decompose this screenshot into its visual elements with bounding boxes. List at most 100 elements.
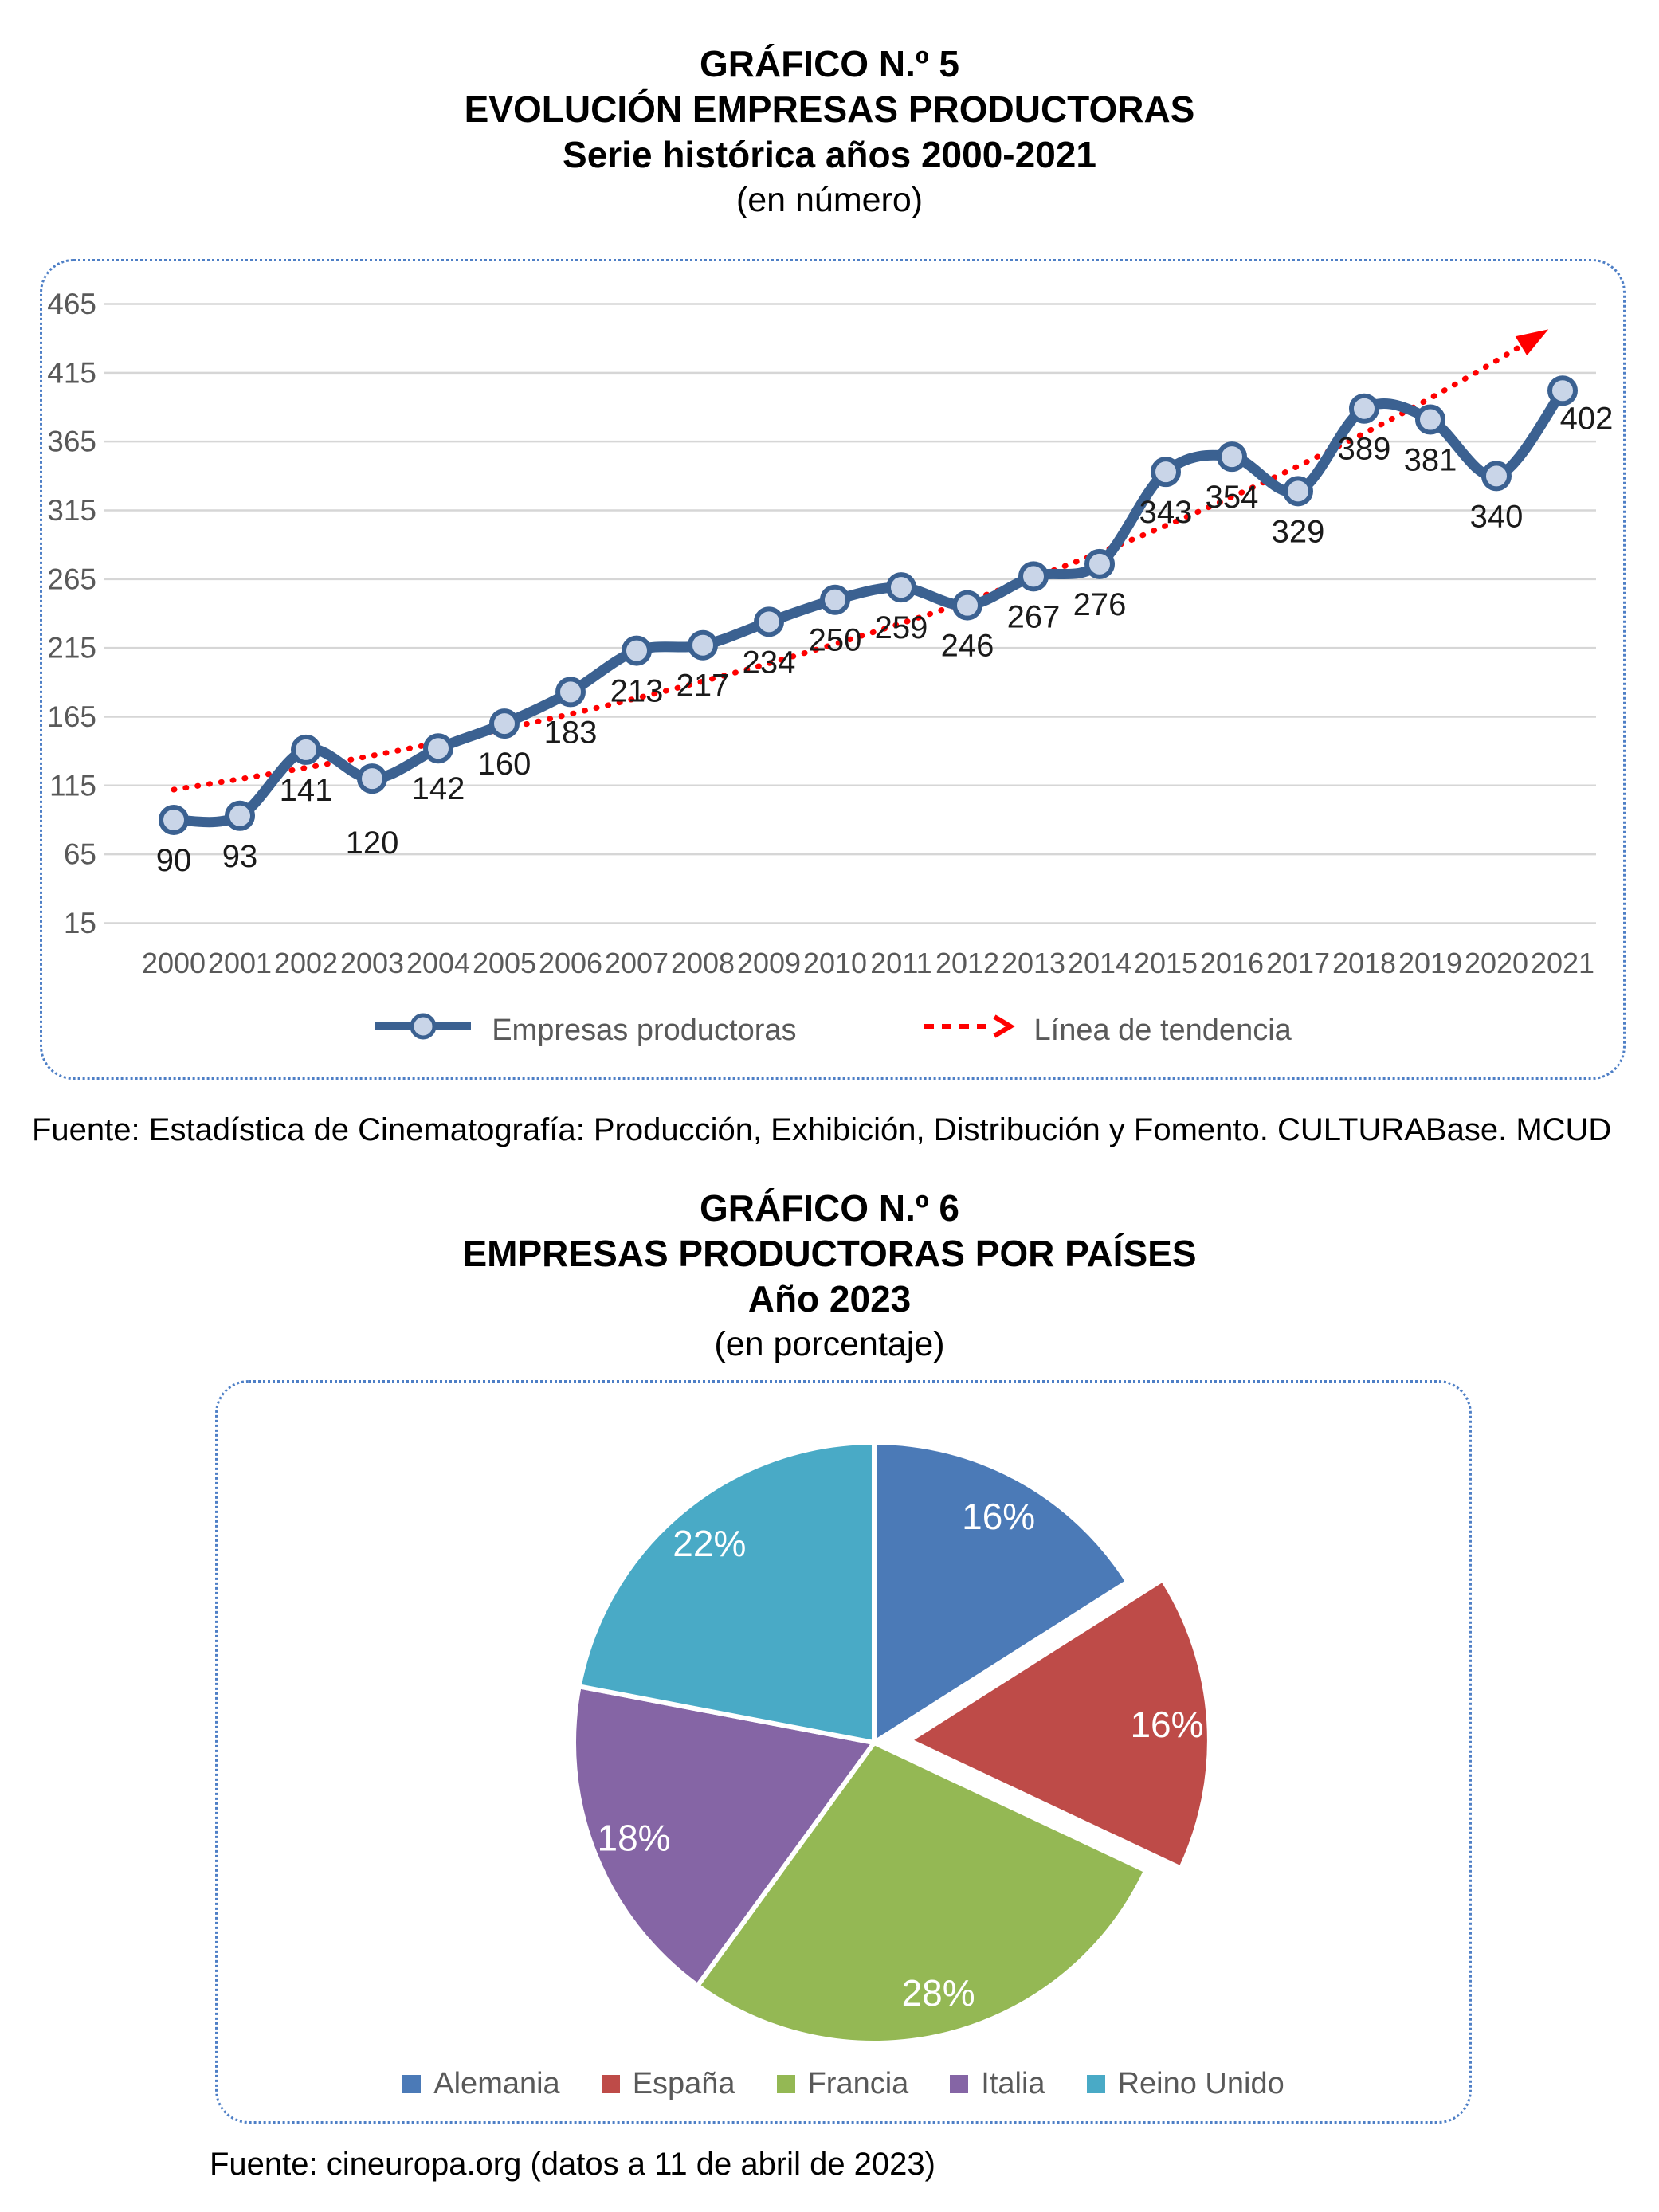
x-tick-label: 2007 xyxy=(605,947,669,979)
x-tick-label: 2016 xyxy=(1200,947,1264,979)
chart1-title-line2: EVOLUCIÓN EMPRESAS PRODUCTORAS xyxy=(464,88,1195,130)
trend-arrowhead xyxy=(1515,329,1549,356)
data-label-2021: 402 xyxy=(1560,401,1614,436)
data-label-2004: 142 xyxy=(412,771,465,806)
pie-legend-label: Italia xyxy=(981,2066,1045,2100)
chart1-title-subtitle: (en número) xyxy=(735,181,924,219)
x-tick-label: 2001 xyxy=(208,947,272,979)
legend-color-swatch xyxy=(950,2074,969,2093)
pie-legend-label: España xyxy=(632,2066,735,2100)
pie-legend-label: Alemania xyxy=(433,2066,560,2100)
trend-line-swatch xyxy=(923,1010,1015,1050)
pie-slice-label-Francia: 28% xyxy=(902,1972,975,2014)
x-tick-label: 2017 xyxy=(1266,947,1330,979)
chart2-source: Fuente: cineuropa.org (datos a 11 de abr… xyxy=(210,2147,935,2182)
x-tick-label: 2009 xyxy=(737,947,801,979)
data-point-marker-2021 xyxy=(1547,375,1578,406)
legend-color-swatch xyxy=(776,2074,795,2093)
x-tick-label: 2013 xyxy=(1002,947,1065,979)
x-tick-label: 2018 xyxy=(1332,947,1396,979)
chart1-title-line3: Serie histórica años 2000-2021 xyxy=(563,134,1096,175)
x-tick-label: 2011 xyxy=(870,947,931,979)
x-tick-label: 2003 xyxy=(340,947,404,979)
data-label-2014: 276 xyxy=(1073,587,1127,622)
data-point-marker-2015 xyxy=(1151,457,1181,488)
legend-color-swatch xyxy=(402,2074,422,2093)
y-tick-label: 165 xyxy=(47,700,96,733)
chart1-title-line1: GRÁFICO N.º 5 xyxy=(699,43,960,84)
y-tick-label: 65 xyxy=(64,838,96,871)
data-label-2013: 267 xyxy=(1007,599,1061,634)
pie-slice-Italia xyxy=(571,1684,877,1988)
data-label-2015: 343 xyxy=(1139,495,1193,530)
data-label-2000: 90 xyxy=(156,843,192,878)
data-point-marker-2005 xyxy=(489,708,520,739)
pie-slice-Francia xyxy=(695,1740,1149,2045)
x-tick-label: 2000 xyxy=(142,947,206,979)
data-label-2018: 389 xyxy=(1338,432,1391,467)
y-tick-label: 115 xyxy=(49,769,96,802)
data-label-2011: 259 xyxy=(875,610,928,645)
data-label-2016: 354 xyxy=(1206,480,1259,515)
data-label-2003: 120 xyxy=(346,826,399,861)
x-tick-label: 2014 xyxy=(1068,947,1131,979)
pie-slice-label-España: 16% xyxy=(1130,1704,1203,1745)
data-point-marker-2009 xyxy=(754,606,784,637)
pie-slice-label-Alemania: 16% xyxy=(962,1496,1035,1537)
chart2-title-line1: GRÁFICO N.º 6 xyxy=(699,1187,960,1229)
line-chart: 465 415 365 315 265 215 165 115 65 15 2000 2001 2002… xyxy=(47,288,1614,979)
chart2-title-subtitle: (en porcentaje) xyxy=(714,1325,945,1363)
chart2-title-block: GRÁFICO N.º 6 EMPRESAS PRODUCTORAS POR P… xyxy=(0,1186,1659,1367)
x-tick-label: 2012 xyxy=(935,947,999,979)
data-point-marker-2010 xyxy=(820,584,850,615)
data-point-marker-2020 xyxy=(1481,461,1512,492)
trend-line xyxy=(171,334,1539,793)
x-tick-label: 2019 xyxy=(1398,947,1462,979)
pie-legend-label: Francia xyxy=(807,2066,909,2100)
data-point-marker-2008 xyxy=(688,629,718,661)
pie-legend-item-Francia: Francia xyxy=(776,2066,909,2101)
chart1-title-block: GRÁFICO N.º 5 EVOLUCIÓN EMPRESAS PRODUCT… xyxy=(0,41,1659,223)
pie-chart: 16% 16% 28% 18% 22% xyxy=(571,1440,1212,2045)
pie-slice-Reino Unido xyxy=(576,1440,877,1745)
data-label-2007: 213 xyxy=(610,674,664,709)
data-label-2005: 160 xyxy=(478,747,531,782)
data-point-marker-2019 xyxy=(1415,404,1445,435)
series-line-swatch xyxy=(374,1010,473,1050)
data-point-marker-2018 xyxy=(1349,393,1379,424)
data-label-2019: 381 xyxy=(1404,443,1457,478)
y-tick-label: 15 xyxy=(64,907,96,939)
data-label-2006: 183 xyxy=(544,715,598,750)
y-tick-label: 315 xyxy=(47,494,96,527)
data-point-marker-2003 xyxy=(357,763,387,794)
data-point-marker-2011 xyxy=(886,572,916,603)
pie-slice-label-Reino Unido: 22% xyxy=(673,1523,746,1564)
chart1-source: Fuente: Estadística de Cinematografía: P… xyxy=(32,1112,1612,1147)
pie-slice-label-Italia: 18% xyxy=(598,1817,671,1858)
data-label-2017: 329 xyxy=(1272,514,1325,549)
y-tick-label: 365 xyxy=(47,426,96,458)
pie-chart-panel: 16% 16% 28% 18% 22% Alemania España Francia Ita… xyxy=(215,1380,1472,2124)
y-tick-label: 265 xyxy=(47,563,96,595)
pie-legend-label: Reino Unido xyxy=(1117,2066,1284,2100)
data-label-2009: 234 xyxy=(743,645,796,680)
line-chart-panel: 465 415 365 315 265 215 165 115 65 15 2000 2001 2002… xyxy=(40,259,1626,1080)
legend-color-swatch xyxy=(1086,2074,1105,2093)
x-tick-label: 2004 xyxy=(406,947,470,979)
data-label-2001: 93 xyxy=(222,839,258,874)
x-tick-label: 2006 xyxy=(539,947,602,979)
y-tick-label: 215 xyxy=(47,632,96,665)
series-legend-label: Empresas productoras xyxy=(492,1013,797,1047)
chart2-title-line2: EMPRESAS PRODUCTORAS POR PAÍSES xyxy=(462,1233,1197,1274)
x-tick-label: 2005 xyxy=(473,947,536,979)
data-point-marker-2000 xyxy=(159,804,189,835)
pie-legend-item-España: España xyxy=(601,2066,735,2101)
data-label-2012: 246 xyxy=(941,629,994,664)
data-point-marker-2006 xyxy=(555,677,586,708)
pie-legend-item-Reino Unido: Reino Unido xyxy=(1086,2066,1284,2101)
data-point-marker-2012 xyxy=(952,590,982,621)
data-point-marker-2002 xyxy=(291,734,321,765)
data-point-marker-2001 xyxy=(225,800,255,831)
x-tick-label: 2002 xyxy=(274,947,338,979)
x-tick-label: 2021 xyxy=(1531,947,1594,979)
